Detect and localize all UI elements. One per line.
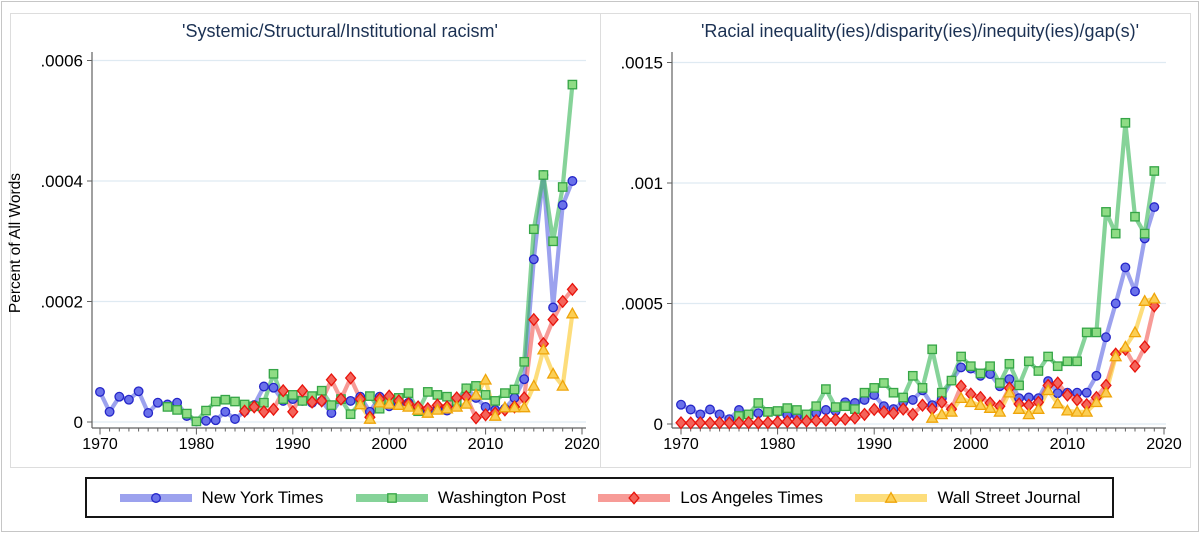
x-tick-label: 1980 (179, 436, 215, 453)
x-tick-label: 1970 (82, 436, 118, 453)
x-tick-label: 2020 (1146, 436, 1182, 453)
y-tick-label: .0004 (40, 172, 83, 191)
legend-item-los-angeles-times: Los Angeles Times (597, 488, 823, 508)
chart-right: 0 .0005 .001 .0015 1970 1980 1990 2000 2010 2020 (620, 52, 1182, 453)
series-markers-wsj (925, 291, 1161, 423)
x-tick-label: 2010 (468, 436, 504, 453)
legend-item-wall-street-journal: Wall Street Journal (854, 488, 1080, 508)
wapo-square-marker-icon (355, 488, 429, 508)
y-tick-label: .0005 (620, 295, 663, 314)
series-markers-wapo (162, 79, 578, 427)
right-chart-title: 'Racial inequality(ies)/disparity(ies)/i… (700, 21, 1140, 41)
x-tick-label: 2000 (953, 436, 989, 453)
series-markers-wapo (734, 117, 1160, 421)
x-tick-label: 1970 (663, 436, 699, 453)
series-line-wapo (736, 120, 1157, 419)
y-tick-label: 0 (74, 413, 83, 432)
legend-label: Wall Street Journal (937, 487, 1081, 507)
x-tick-label: 1990 (856, 436, 892, 453)
chart-left: 0 .0002 .0004 .0006 1970 1980 1990 2000 2010 2020 (40, 52, 599, 454)
y-tick-label: 0 (654, 415, 663, 434)
y-tick-label: .0002 (40, 293, 83, 312)
x-tick-label: 2020 (564, 436, 600, 453)
legend-label: New York Times (201, 487, 324, 507)
x-tick-label: 2000 (371, 436, 407, 453)
nyt-circle-marker-icon (119, 488, 193, 508)
legend-label: Washington Post (437, 487, 566, 507)
legend-item-washington-post: Washington Post (355, 488, 566, 508)
x-tick-label: 1980 (760, 436, 796, 453)
series-markers-wsj (353, 306, 579, 424)
series-line-nyt (97, 172, 575, 424)
y-axis-label: Percent of All Words (7, 172, 24, 314)
y-tick-label: .0006 (40, 52, 83, 71)
legend-item-new-york-times: New York Times (119, 487, 324, 508)
legend-label: Los Angeles Times (680, 487, 823, 507)
y-tick-label: .001 (630, 174, 663, 193)
lat-diamond-marker-icon (597, 488, 671, 508)
x-tick-label: 1990 (275, 436, 311, 453)
y-tick-label: .0015 (620, 54, 663, 73)
series-markers-lat (675, 299, 1161, 430)
left-chart-title: 'Systemic/Structural/Institutional racis… (182, 21, 498, 41)
wsj-triangle-marker-icon (854, 488, 928, 508)
legend: New York Times Washington Post Los Angel… (85, 477, 1114, 518)
series-line-wapo (165, 82, 575, 424)
x-tick-label: 2010 (1050, 436, 1086, 453)
